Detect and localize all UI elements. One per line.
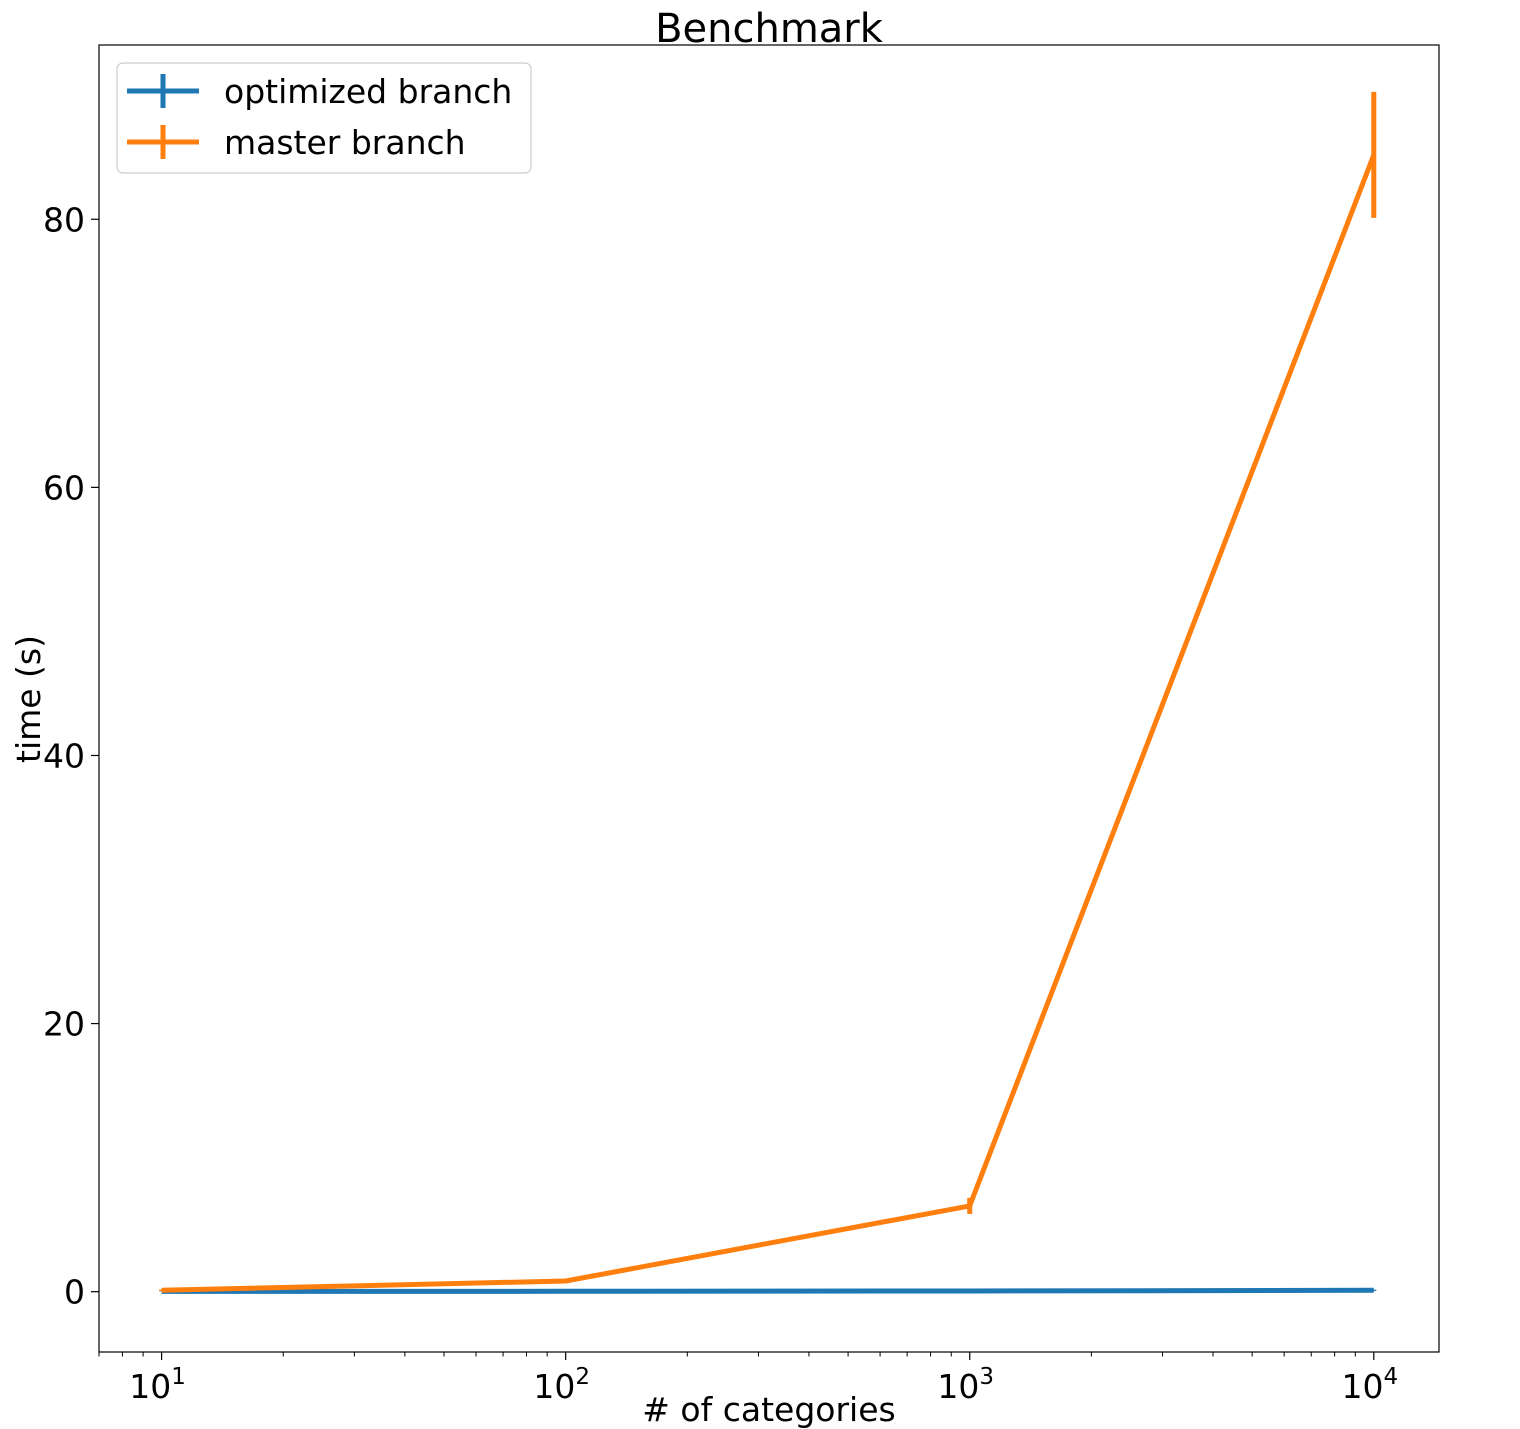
series-0 <box>159 1287 1377 1294</box>
x-tick-label: 103 <box>937 1364 994 1406</box>
y-tick-label: 60 <box>43 468 85 507</box>
y-axis-title: time (s) <box>9 635 48 763</box>
series-line <box>161 1287 1374 1294</box>
axes-frame <box>98 44 1440 1353</box>
x-axis-title: # of categories <box>642 1390 895 1429</box>
legend-box <box>116 62 532 174</box>
y-tick-label: 0 <box>64 1273 85 1312</box>
legend-entry-1: master branch <box>127 123 466 162</box>
legend: optimized branch master branch <box>116 62 532 174</box>
series-line <box>161 154 1377 1293</box>
y-tick-label: 40 <box>43 736 85 775</box>
plot-area <box>159 91 1377 1294</box>
axes: 0 20 40 60 80 101 102 103 104 <box>43 44 1440 1406</box>
series-1 <box>159 91 1377 1293</box>
x-tick-label: 101 <box>129 1364 186 1406</box>
chart-title: Benchmark <box>655 6 884 52</box>
y-tick-label: 20 <box>43 1005 85 1044</box>
y-tick-label: 80 <box>43 200 85 239</box>
legend-entry-0: optimized branch <box>127 72 512 111</box>
legend-label: optimized branch <box>224 72 512 111</box>
x-tick-label: 104 <box>1341 1364 1398 1406</box>
legend-label: master branch <box>224 123 466 162</box>
x-tick-label: 102 <box>533 1364 590 1406</box>
